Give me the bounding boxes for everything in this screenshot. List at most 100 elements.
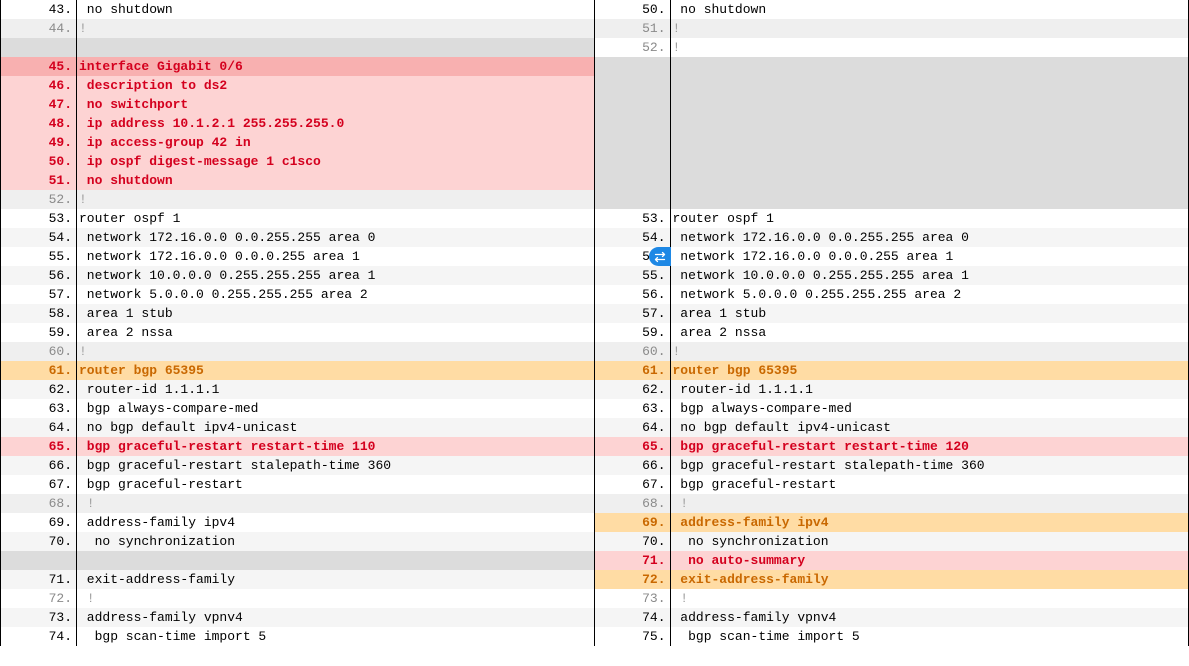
diff-row[interactable] [595, 76, 1189, 95]
diff-row[interactable]: 56. network 5.0.0.0 0.255.255.255 area 2 [595, 285, 1189, 304]
diff-row[interactable]: 66. bgp graceful-restart stalepath-time … [595, 456, 1189, 475]
diff-row[interactable]: 68. ! [595, 494, 1189, 513]
diff-row[interactable]: 68. ! [1, 494, 594, 513]
diff-row[interactable]: 69. address-family ipv4 [1, 513, 594, 532]
diff-row[interactable]: 50. ip ospf digest-message 1 c1sco [1, 152, 594, 171]
line-number: 52. [1, 190, 77, 209]
diff-row[interactable]: 64. no bgp default ipv4-unicast [1, 418, 594, 437]
code-text: network 5.0.0.0 0.255.255.255 area 2 [77, 285, 594, 304]
diff-row[interactable]: 73. address-family vpnv4 [1, 608, 594, 627]
diff-row[interactable]: 61.router bgp 65395 [595, 361, 1189, 380]
diff-row[interactable] [1, 551, 594, 570]
diff-row[interactable] [1, 38, 594, 57]
diff-row[interactable]: 64. no bgp default ipv4-unicast [595, 418, 1189, 437]
line-number: 43. [1, 0, 77, 19]
line-number: 74. [1, 627, 77, 646]
diff-row[interactable]: 71. no auto-summary [595, 551, 1189, 570]
diff-row[interactable]: 53.router ospf 1 [1, 209, 594, 228]
diff-row[interactable]: 75. bgp scan-time import 5 [595, 627, 1189, 646]
diff-row[interactable]: 57. area 1 stub [595, 304, 1189, 323]
diff-row[interactable]: 66. bgp graceful-restart stalepath-time … [1, 456, 594, 475]
line-number: 67. [1, 475, 77, 494]
diff-row[interactable]: 69. address-family ipv4 [595, 513, 1189, 532]
diff-row[interactable]: 65. bgp graceful-restart restart-time 11… [1, 437, 594, 456]
line-number: 70. [595, 532, 671, 551]
diff-row[interactable]: 45.interface Gigabit 0/6 [1, 57, 594, 76]
code-text: ! [671, 38, 1189, 57]
diff-row[interactable]: 74. bgp scan-time import 5 [1, 627, 594, 646]
diff-row[interactable] [595, 171, 1189, 190]
code-text: ip ospf digest-message 1 c1sco [77, 152, 594, 171]
code-text: network 5.0.0.0 0.255.255.255 area 2 [671, 285, 1189, 304]
diff-row[interactable]: 49. ip access-group 42 in [1, 133, 594, 152]
line-number: 63. [595, 399, 671, 418]
diff-row[interactable]: 62. router-id 1.1.1.1 [595, 380, 1189, 399]
diff-row[interactable]: 72. exit-address-family [595, 570, 1189, 589]
diff-row[interactable] [595, 133, 1189, 152]
line-number: 61. [1, 361, 77, 380]
diff-row[interactable]: 70. no synchronization [1, 532, 594, 551]
code-text: address-family vpnv4 [77, 608, 594, 627]
code-text: network 172.16.0.0 0.0.255.255 area 0 [671, 228, 1189, 247]
diff-row[interactable]: 43. no shutdown [1, 0, 594, 19]
diff-row[interactable]: 63. bgp always-compare-med [595, 399, 1189, 418]
diff-row[interactable]: 47. no switchport [1, 95, 594, 114]
code-text: no synchronization [671, 532, 1189, 551]
diff-row[interactable]: 48. ip address 10.1.2.1 255.255.255.0 [1, 114, 594, 133]
move-marker-icon[interactable] [649, 247, 671, 266]
diff-row[interactable]: 58. area 1 stub [1, 304, 594, 323]
line-number: 72. [595, 570, 671, 589]
diff-row[interactable]: 60.! [595, 342, 1189, 361]
diff-row[interactable]: 53.router ospf 1 [595, 209, 1189, 228]
line-number: 51. [1, 171, 77, 190]
diff-row[interactable]: 51. no shutdown [1, 171, 594, 190]
diff-row[interactable]: 56. network 10.0.0.0 0.255.255.255 area … [1, 266, 594, 285]
code-text: no bgp default ipv4-unicast [671, 418, 1189, 437]
diff-row[interactable]: 54. network 172.16.0.0 0.0.255.255 area … [1, 228, 594, 247]
diff-row[interactable]: 44.! [1, 19, 594, 38]
diff-row[interactable]: 59. area 2 nssa [595, 323, 1189, 342]
diff-row[interactable]: 61.router bgp 65395 [1, 361, 594, 380]
diff-row[interactable] [595, 190, 1189, 209]
code-text: network 10.0.0.0 0.255.255.255 area 1 [671, 266, 1189, 285]
diff-row[interactable]: 70. no synchronization [595, 532, 1189, 551]
diff-row[interactable]: 65. bgp graceful-restart restart-time 12… [595, 437, 1189, 456]
line-number: 59. [595, 323, 671, 342]
code-text: ! [671, 19, 1189, 38]
diff-row[interactable]: 46. description to ds2 [1, 76, 594, 95]
line-number: 62. [1, 380, 77, 399]
diff-row[interactable]: 73. ! [595, 589, 1189, 608]
code-text: area 1 stub [671, 304, 1189, 323]
diff-row[interactable]: 51.! [595, 19, 1189, 38]
diff-row[interactable]: 55. network 10.0.0.0 0.255.255.255 area … [595, 266, 1189, 285]
diff-row[interactable]: 67. bgp graceful-restart [595, 475, 1189, 494]
diff-row[interactable]: 60.! [1, 342, 594, 361]
diff-row[interactable]: 58. network 172.16.0.0 0.0.0.255 area 1 [595, 247, 1189, 266]
code-text: address-family ipv4 [77, 513, 594, 532]
diff-row[interactable]: 57. network 5.0.0.0 0.255.255.255 area 2 [1, 285, 594, 304]
diff-row[interactable]: 72. ! [1, 589, 594, 608]
diff-row[interactable] [595, 57, 1189, 76]
diff-row[interactable] [595, 95, 1189, 114]
line-number: 60. [1, 342, 77, 361]
diff-row[interactable]: 74. address-family vpnv4 [595, 608, 1189, 627]
code-text: no bgp default ipv4-unicast [77, 418, 594, 437]
code-text: bgp graceful-restart stalepath-time 360 [671, 456, 1189, 475]
diff-row[interactable]: 71. exit-address-family [1, 570, 594, 589]
diff-row[interactable]: 62. router-id 1.1.1.1 [1, 380, 594, 399]
diff-row[interactable]: 50. no shutdown [595, 0, 1189, 19]
code-text: exit-address-family [671, 570, 1189, 589]
diff-row[interactable] [595, 114, 1189, 133]
diff-row[interactable]: 52.! [595, 38, 1189, 57]
code-text: bgp graceful-restart restart-time 120 [671, 437, 1189, 456]
diff-row[interactable]: 54. network 172.16.0.0 0.0.255.255 area … [595, 228, 1189, 247]
diff-row[interactable]: 67. bgp graceful-restart [1, 475, 594, 494]
diff-row[interactable]: 63. bgp always-compare-med [1, 399, 594, 418]
line-number: 50. [1, 152, 77, 171]
line-number: 64. [595, 418, 671, 437]
diff-row[interactable]: 59. area 2 nssa [1, 323, 594, 342]
diff-row[interactable] [595, 152, 1189, 171]
diff-row[interactable]: 52.! [1, 190, 594, 209]
line-number: 67. [595, 475, 671, 494]
diff-row[interactable]: 55. network 172.16.0.0 0.0.0.255 area 1 [1, 247, 594, 266]
